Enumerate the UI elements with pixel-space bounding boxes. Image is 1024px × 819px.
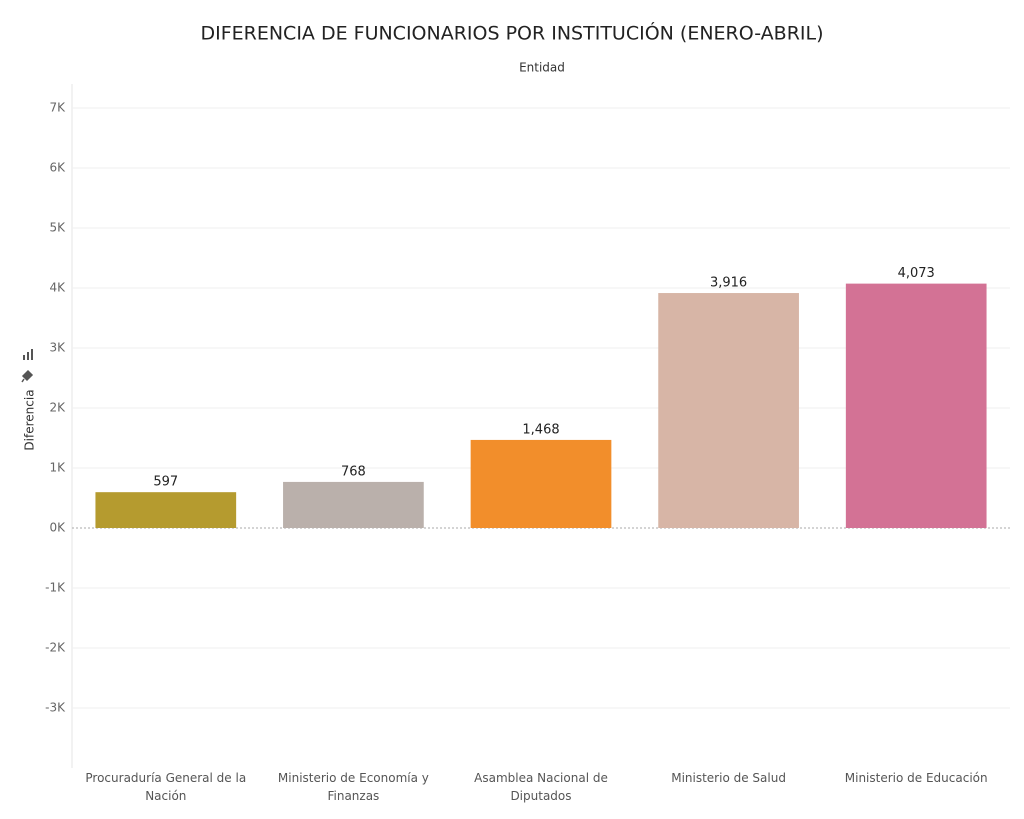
x-axis-title: Entidad — [519, 61, 565, 75]
y-tick-label: 3K — [49, 341, 66, 355]
data-label: 768 — [341, 464, 366, 479]
y-tick-label: 7K — [49, 101, 66, 115]
x-tick-label-box: Procuraduría General de la Nación — [85, 771, 247, 803]
y-tick-label: 0K — [49, 521, 66, 535]
bar — [283, 481, 424, 528]
x-tick-label-box: Asamblea Nacional de Diputados — [474, 771, 608, 803]
y-tick-label: 5K — [49, 221, 66, 235]
data-label: 4,073 — [898, 266, 935, 281]
bar — [95, 492, 237, 528]
y-tick-label: -3K — [45, 701, 66, 715]
chart-title: DIFERENCIA DE FUNCIONARIOS POR INSTITUCI… — [200, 21, 823, 45]
x-tick-label: Ministerio de Educación — [844, 771, 988, 785]
data-label: 3,916 — [710, 276, 747, 291]
y-tick-label: 4K — [49, 281, 66, 295]
y-axis-title: Diferencia — [23, 389, 37, 450]
y-tick-label: -1K — [45, 581, 66, 595]
x-tick-label: Procuraduría General de la Nación — [85, 771, 247, 803]
x-tick-label: Ministerio de Economía y Finanzas — [277, 771, 429, 803]
x-tick-label-box: Ministerio de Salud — [671, 771, 786, 785]
bar — [658, 293, 799, 528]
x-tick-label: Ministerio de Salud — [671, 771, 786, 785]
y-tick-label: 1K — [49, 461, 66, 475]
data-label: 1,468 — [522, 422, 559, 437]
x-tick-label: Asamblea Nacional de Diputados — [474, 771, 608, 803]
y-tick-label: -2K — [45, 641, 66, 655]
y-tick-label: 2K — [49, 401, 66, 415]
bar — [470, 439, 612, 528]
x-tick-label-box: Ministerio de Educación — [844, 771, 988, 785]
y-tick-label: 6K — [49, 161, 66, 175]
axis-icons — [21, 349, 34, 383]
bar — [845, 283, 987, 528]
x-tick-label-box: Ministerio de Economía y Finanzas — [277, 771, 429, 803]
data-label: 597 — [153, 475, 178, 490]
